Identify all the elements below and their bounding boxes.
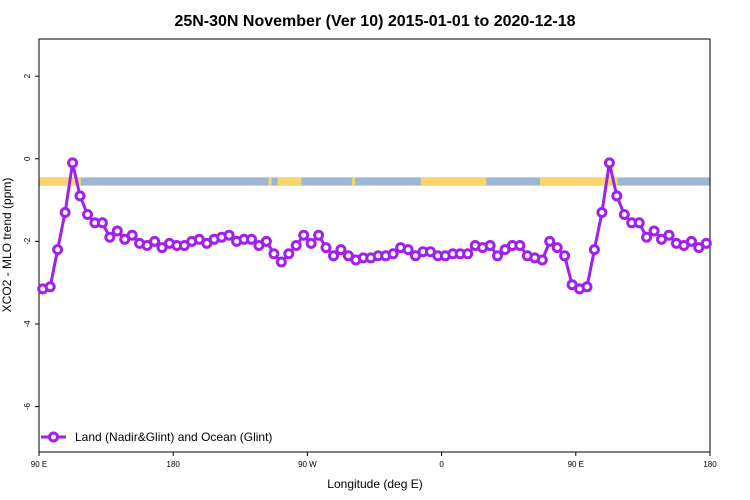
- legend-label: Land (Nadir&Glint) and Ocean (Glint): [75, 430, 272, 444]
- data-point: [544, 235, 556, 247]
- y-tick-label: -6: [23, 402, 32, 410]
- data-point: [149, 235, 161, 247]
- data-point: [126, 229, 138, 241]
- data-point: [603, 157, 615, 169]
- data-point: [298, 229, 310, 241]
- data-point: [44, 281, 56, 293]
- data-point: [536, 254, 548, 266]
- data-point: [82, 209, 93, 220]
- data-point: [462, 248, 474, 260]
- data-point: [74, 190, 86, 202]
- ocean-band: [39, 177, 710, 186]
- y-tick-label: -4: [23, 320, 32, 328]
- data-point: [111, 225, 123, 237]
- data-point: [246, 233, 257, 245]
- x-tick-label: 90 W: [298, 460, 317, 469]
- data-point: [313, 229, 325, 241]
- data-point: [260, 235, 272, 247]
- data-point: [618, 209, 630, 220]
- data-point: [290, 240, 302, 251]
- land-sea-band: [39, 177, 710, 186]
- data-point: [685, 235, 697, 247]
- data-point: [596, 207, 608, 218]
- data-point: [648, 225, 660, 237]
- land-band-segment: [352, 177, 356, 186]
- legend-marker-swatch: [48, 431, 59, 443]
- data-point: [305, 237, 317, 249]
- chart-title: 25N-30N November (Ver 10) 2015-01-01 to …: [174, 13, 575, 30]
- data-point: [67, 157, 79, 169]
- data-point: [104, 231, 116, 243]
- data-point: [581, 281, 593, 293]
- land-band-segment: [268, 177, 272, 186]
- data-point: [275, 256, 287, 268]
- data-point: [96, 217, 108, 229]
- data-point: [52, 244, 64, 256]
- data-point: [641, 231, 653, 243]
- data-point: [492, 250, 503, 262]
- x-tick-label: 180: [703, 460, 717, 469]
- data-point: [283, 248, 295, 260]
- y-tick-label: -2: [23, 237, 32, 245]
- y-axis: 2 0 -2 -4 -6: [23, 73, 39, 410]
- land-band-segment: [39, 177, 81, 186]
- data-point: [633, 217, 645, 229]
- data-point: [402, 244, 414, 256]
- data-point: [320, 242, 332, 254]
- series-layer: [37, 157, 712, 295]
- data-point: [663, 229, 675, 241]
- data-point: [59, 207, 71, 218]
- legend: Land (Nadir&Glint) and Ocean (Glint): [41, 430, 272, 444]
- data-point: [588, 244, 600, 256]
- x-axis-label: Longitude (deg E): [327, 477, 422, 491]
- x-tick-label: 180: [167, 460, 181, 469]
- data-point: [611, 190, 623, 202]
- y-tick-label: 2: [23, 73, 32, 78]
- land-band-segment: [540, 177, 618, 186]
- y-tick-label: 0: [23, 156, 32, 161]
- data-point: [223, 229, 235, 241]
- data-point: [387, 248, 399, 260]
- x-tick-label: 90 E: [31, 460, 47, 469]
- land-band-segment: [277, 177, 302, 186]
- data-point: [514, 240, 526, 251]
- x-tick-label: 0: [439, 460, 444, 469]
- x-axis: 90 E 180 90 W 0 90 E 180: [31, 452, 717, 469]
- data-point: [700, 237, 712, 249]
- data-point: [551, 242, 563, 254]
- data-point: [328, 250, 339, 262]
- data-point: [484, 240, 496, 251]
- land-band-segment: [420, 177, 487, 186]
- data-point: [268, 248, 280, 260]
- data-point: [559, 250, 571, 262]
- x-tick-label: 90 E: [568, 460, 584, 469]
- y-axis-label: XCO2 - MLO trend (ppm): [0, 178, 14, 313]
- data-point: [335, 244, 347, 256]
